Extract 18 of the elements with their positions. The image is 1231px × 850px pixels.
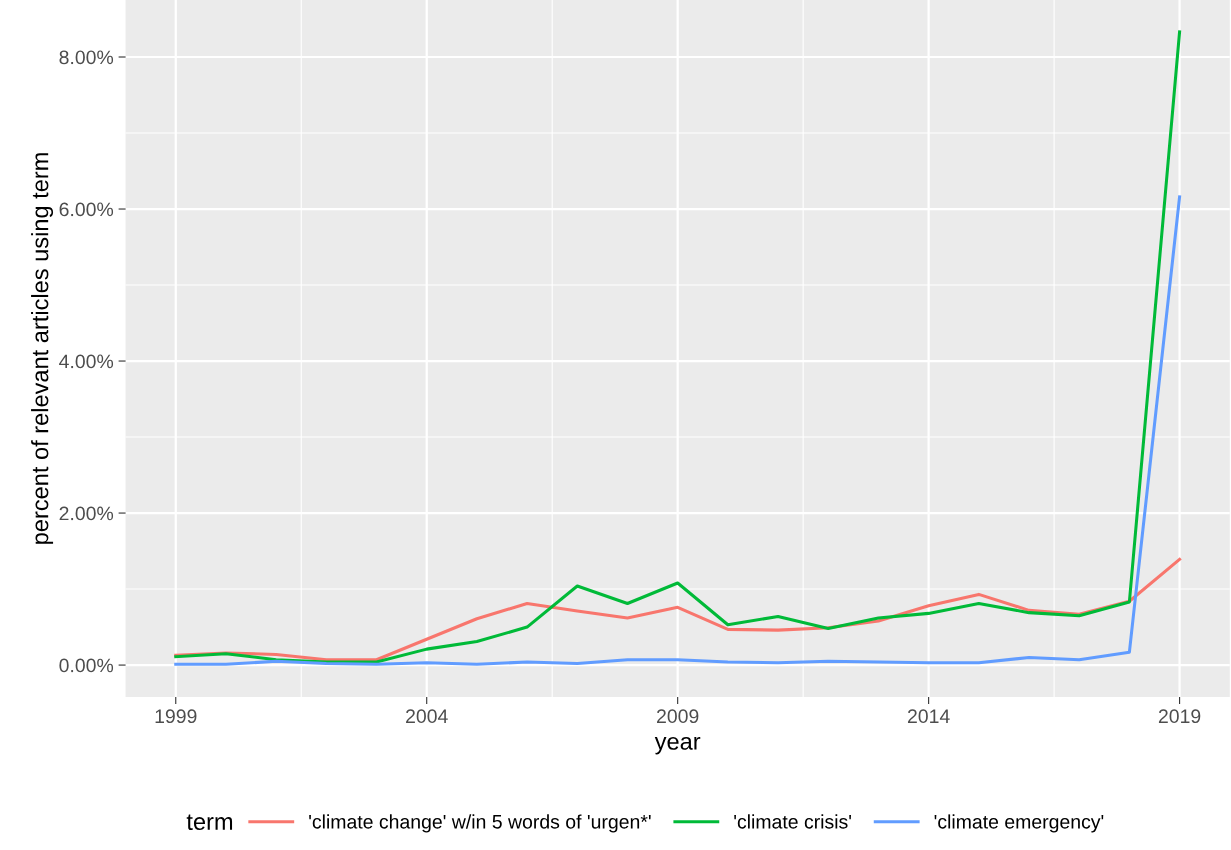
line-series: [174, 195, 1182, 666]
x-tick-label: 2004: [406, 709, 448, 724]
y-axis-title: percent of relevant articles using term: [31, 153, 54, 544]
line-series: [174, 30, 1182, 664]
legend-label: 'climate crisis': [734, 814, 851, 829]
y-tick-label: 4.00%: [59, 354, 114, 369]
x-tick-label: 2019: [1158, 709, 1201, 724]
legend-label: 'climate emergency': [934, 814, 1104, 833]
x-axis-title: year: [654, 736, 701, 755]
legend-label: 'climate change' w/in 5 words of 'urgen*': [309, 814, 651, 833]
x-tick-label: 1999: [155, 709, 197, 724]
x-tick-label: 2014: [907, 709, 950, 724]
legend-title: term: [186, 814, 233, 831]
x-tick-label: 2009: [657, 709, 699, 724]
y-tick-label: 2.00%: [59, 506, 114, 521]
y-tick-label: 8.00%: [59, 50, 114, 65]
y-tick-label: 6.00%: [59, 202, 114, 217]
y-tick-label: 0.00%: [59, 658, 114, 673]
